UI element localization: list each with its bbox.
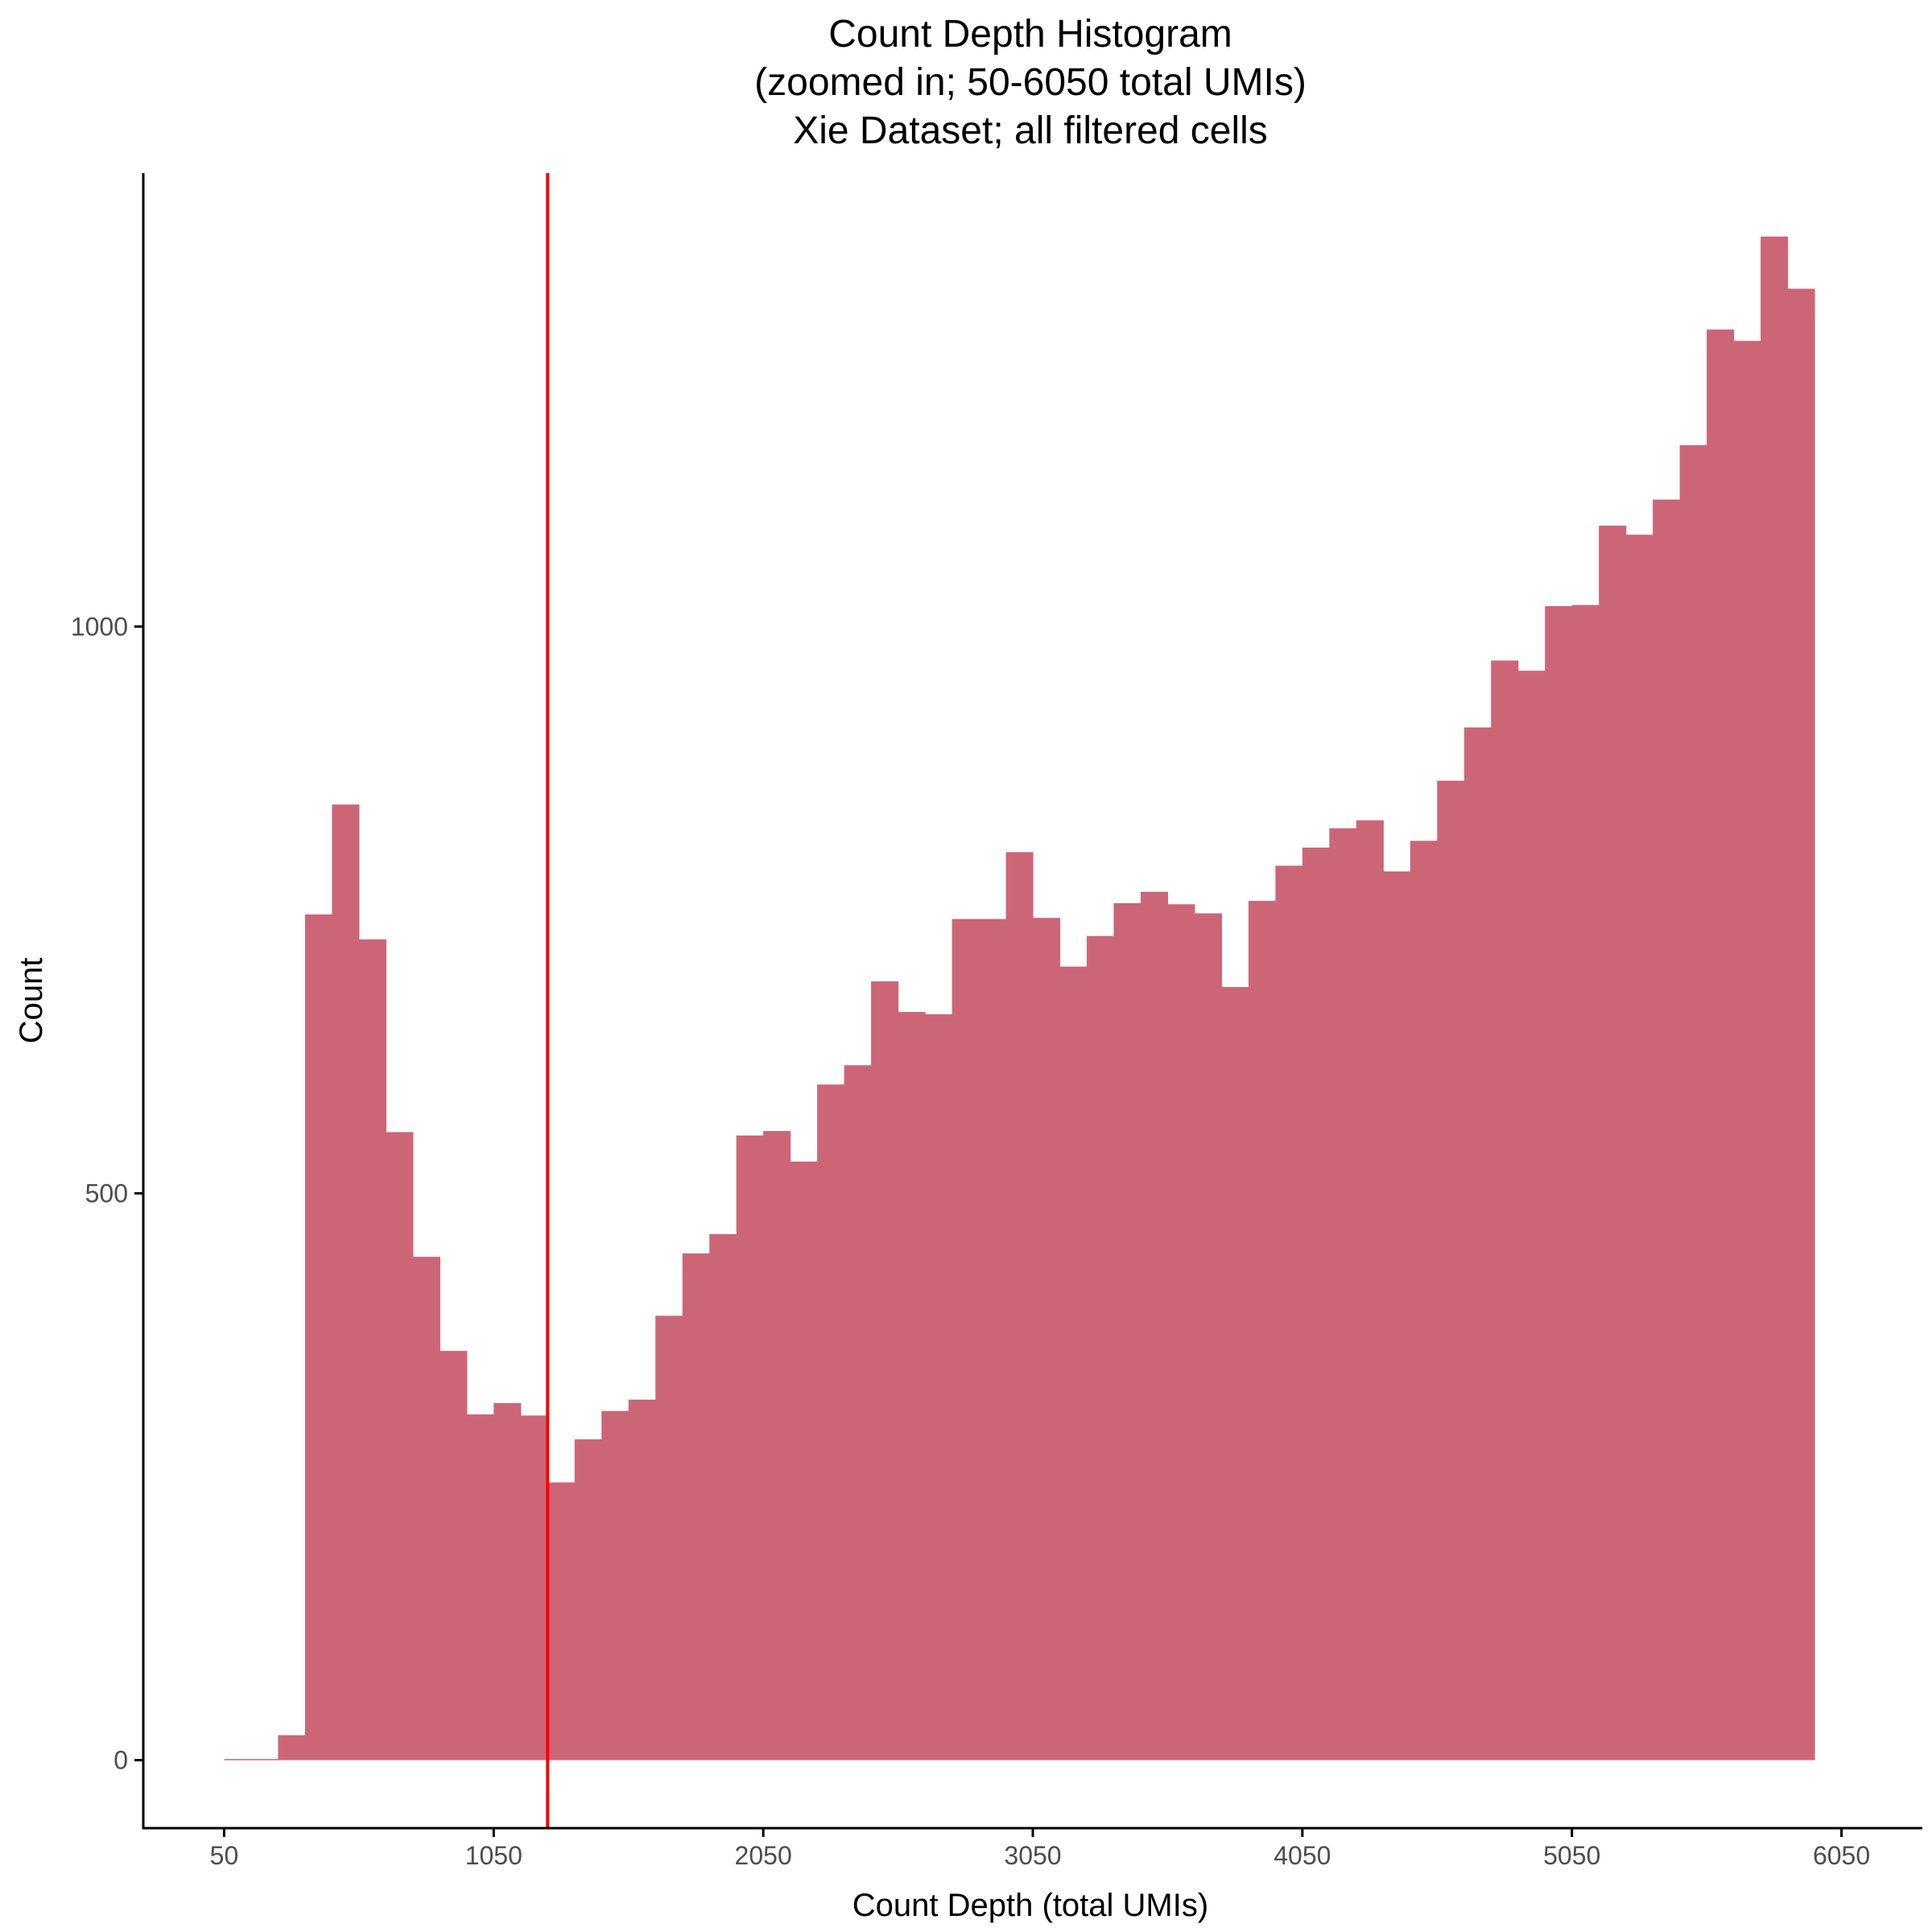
x-tick-label: 5050 [1543, 1841, 1600, 1870]
histogram-bar [1707, 329, 1735, 1761]
x-tick-label: 6050 [1813, 1841, 1870, 1870]
x-tick-label: 2050 [735, 1841, 792, 1870]
x-tick-label: 3050 [1004, 1841, 1061, 1870]
histogram-bar [1356, 820, 1384, 1761]
histogram-bar [1761, 236, 1789, 1761]
histogram-bar [1033, 918, 1061, 1761]
histogram-bar [925, 1013, 953, 1761]
histogram-bar [1302, 847, 1330, 1761]
histogram-bar [1571, 605, 1600, 1761]
histogram-bar [224, 1759, 252, 1761]
histogram-bar [1599, 525, 1627, 1761]
histogram-bar [332, 804, 360, 1761]
y-tick-label: 500 [85, 1179, 128, 1208]
y-tick-label: 0 [114, 1746, 128, 1775]
histogram-bar [440, 1351, 468, 1761]
histogram-bar [304, 914, 332, 1761]
histogram-bar [817, 1084, 845, 1761]
histogram-bar [1491, 660, 1519, 1761]
histogram-bar [790, 1161, 818, 1761]
histogram-bar [1140, 891, 1169, 1761]
chart-title-line-1: Count Depth Histogram [828, 13, 1232, 56]
histogram-bar [1221, 987, 1249, 1761]
histogram-bar [655, 1315, 683, 1761]
histogram-bar [628, 1399, 656, 1761]
histogram-bar [1787, 288, 1815, 1761]
histogram-bar [1005, 852, 1034, 1761]
histogram-bar [1113, 902, 1141, 1761]
y-axis-ticks: 0 500 1000 [71, 612, 143, 1775]
histogram-bar [1410, 840, 1438, 1761]
histogram-bar [547, 1482, 576, 1761]
chart-title-line-2: (zoomed in; 50-6050 total UMIs) [754, 61, 1307, 104]
x-axis-ticks: 50 1050 2050 3050 4050 5050 6050 [210, 1828, 1870, 1870]
histogram-bar [1545, 605, 1573, 1761]
x-tick-label: 1050 [465, 1841, 522, 1870]
histogram-bar [1248, 901, 1276, 1761]
histogram-bar [601, 1410, 630, 1761]
histogram-bar [1679, 444, 1707, 1761]
histogram-bar [412, 1257, 440, 1761]
histogram-bar [1383, 871, 1411, 1761]
histogram-bar [1194, 913, 1222, 1761]
histogram-bar [358, 939, 386, 1761]
histogram-bar [1733, 341, 1761, 1761]
histogram-bar [1167, 904, 1195, 1761]
histogram-bar [1059, 966, 1088, 1761]
y-axis-label: Count [14, 958, 49, 1044]
histogram-bar [871, 981, 899, 1761]
histogram-bar [709, 1234, 737, 1761]
histogram-bar [278, 1735, 306, 1761]
histogram-bar [574, 1439, 602, 1761]
histogram-bar [898, 1012, 926, 1761]
histogram-bar [1463, 727, 1492, 1761]
histogram-bar [520, 1415, 548, 1761]
histogram-bar [1517, 671, 1546, 1761]
histogram-bar [682, 1253, 710, 1761]
histogram-bar [979, 919, 1007, 1761]
histogram-bar [1329, 828, 1357, 1761]
histogram-bar [1437, 780, 1465, 1761]
histogram-bar [1625, 535, 1653, 1761]
histogram-bar [493, 1402, 522, 1761]
x-tick-label: 50 [210, 1841, 239, 1870]
histogram-bar [736, 1135, 764, 1761]
x-tick-label: 4050 [1274, 1841, 1331, 1870]
chart-title: Count Depth Histogram (zoomed in; 50-605… [754, 13, 1307, 152]
histogram-bar [763, 1130, 791, 1761]
y-tick-label: 1000 [71, 612, 128, 641]
histogram-bar [466, 1414, 494, 1761]
histogram-bar [1086, 935, 1115, 1761]
x-axis-label: Count Depth (total UMIs) [852, 1888, 1208, 1923]
histogram-bar [250, 1759, 279, 1761]
histogram-bar [1653, 499, 1681, 1761]
histogram-bar [1275, 865, 1303, 1761]
chart-title-line-3: Xie Dataset; all filtered cells [793, 109, 1268, 152]
histogram-bar [844, 1065, 872, 1761]
histogram-bar [386, 1132, 414, 1761]
histogram-bar [952, 919, 980, 1761]
histogram-bars [224, 236, 1815, 1761]
